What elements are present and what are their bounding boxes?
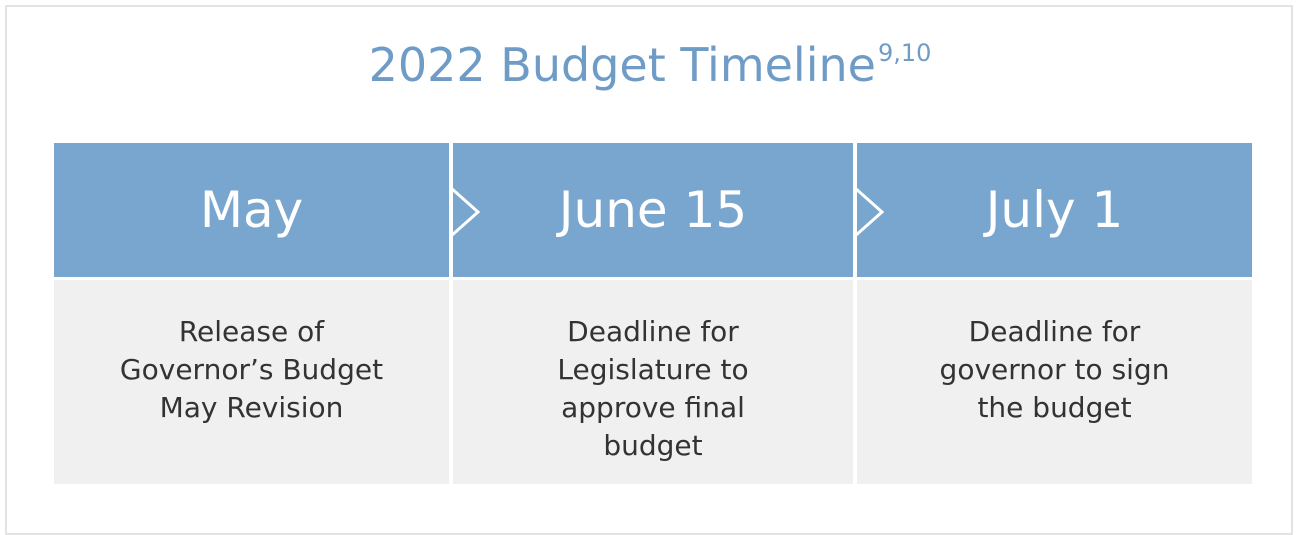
- description-line: governor to sign: [939, 353, 1170, 386]
- title-text: 2022 Budget Timeline: [368, 38, 876, 92]
- description-line: Legislature to: [557, 353, 749, 386]
- description-line: May Revision: [159, 391, 344, 424]
- description-line: budget: [603, 429, 703, 462]
- description-line: the budget: [977, 391, 1132, 424]
- description-line: Deadline for: [567, 315, 739, 348]
- step-description: Release of Governor’s Budget May Revision: [54, 280, 449, 484]
- chevrons: [0, 0, 1300, 520]
- step-description: Deadline for governor to sign the budget: [857, 280, 1252, 484]
- step-date: June 15: [453, 143, 853, 277]
- description-line: Deadline for: [968, 315, 1141, 348]
- step-date: July 1: [857, 143, 1252, 277]
- description-line: approve final: [561, 391, 745, 424]
- step-date: May: [54, 143, 449, 277]
- description-line: Release of: [178, 315, 325, 348]
- title: 2022 Budget Timeline9,10: [0, 30, 1300, 108]
- chevron: [853, 143, 885, 277]
- title-superscript: 9,10: [877, 39, 932, 67]
- step-description: Deadline for Legislature to approve final b…: [453, 280, 853, 484]
- chevron: [449, 143, 481, 277]
- description-line: Governor’s Budget: [119, 353, 384, 386]
